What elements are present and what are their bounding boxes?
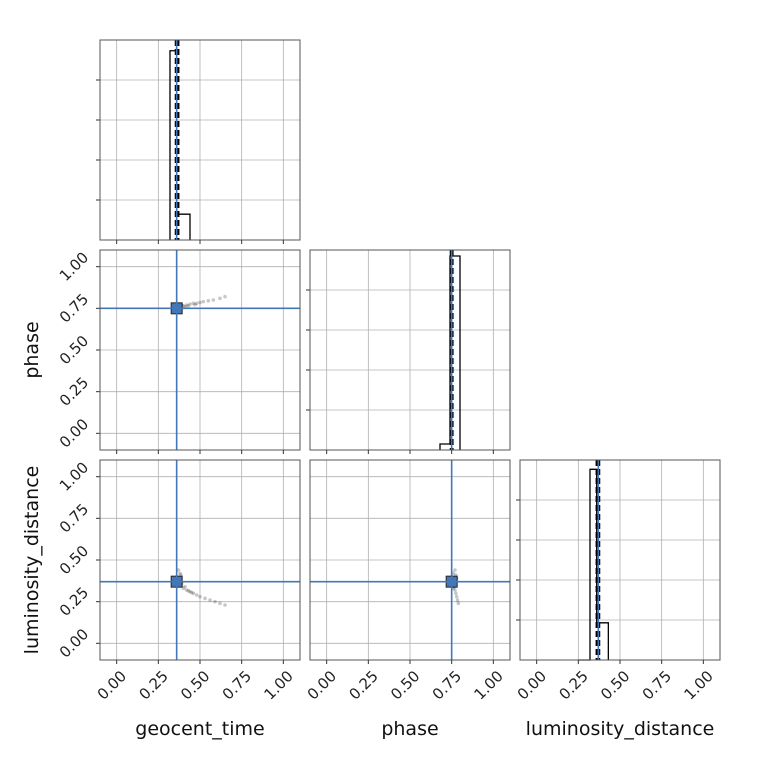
scatter-point: [456, 601, 461, 606]
scatter-point: [213, 599, 217, 604]
scatter-point: [201, 299, 206, 304]
y-tick-label: 0.00: [56, 625, 92, 661]
scatter-point: [186, 304, 191, 308]
x-tick-label: 0.00: [94, 667, 130, 703]
scatter-point: [218, 296, 222, 301]
scatter-point: [454, 594, 459, 599]
y-tick-label: 1.00: [56, 248, 92, 284]
x-tick-label: 0.25: [555, 667, 591, 703]
scatter-point: [184, 588, 189, 592]
histogram-luminosity_distance: [578, 468, 609, 661]
y-axis-label: luminosity_distance: [21, 466, 43, 655]
scatter-point: [208, 598, 212, 602]
scatter-point: [454, 591, 458, 596]
y-tick-label: 0.50: [56, 332, 92, 368]
scatter-point: [223, 603, 227, 607]
truth-marker: [171, 303, 182, 314]
scatter-point: [211, 298, 216, 302]
scatter-point: [189, 590, 194, 595]
x-tick-label: 0.75: [219, 667, 255, 703]
x-tick-label: 1.00: [680, 667, 716, 703]
x-tick-label: 0.75: [639, 667, 675, 703]
y-tick-label: 0.25: [56, 373, 92, 409]
scatter-point: [191, 591, 196, 596]
scatter-point: [194, 593, 199, 597]
scatter-point: [191, 301, 196, 306]
x-axis-label: phase: [381, 718, 438, 740]
y-tick-label: 0.75: [56, 290, 92, 326]
scatter-point: [218, 601, 222, 606]
scatter-point: [198, 594, 202, 599]
x-tick-label: 1.00: [260, 667, 296, 703]
scatter-point: [188, 589, 192, 594]
x-tick-label: 0.50: [177, 667, 213, 703]
scatter-point: [186, 589, 191, 593]
scatter-point: [203, 596, 207, 601]
y-tick-label: 0.75: [56, 500, 92, 536]
y-tick-label: 1.00: [56, 458, 92, 494]
x-tick-label: 0.00: [304, 667, 340, 703]
scatter-point: [455, 598, 460, 602]
scatter-point: [193, 302, 197, 307]
scatter-point: [198, 300, 202, 305]
x-tick-label: 0.00: [514, 667, 550, 703]
truth-marker: [446, 576, 457, 587]
x-axis-label: luminosity_distance: [526, 718, 715, 740]
scatter-point: [453, 568, 457, 572]
x-tick-label: 0.25: [345, 667, 381, 703]
scatter-point: [223, 294, 227, 299]
y-tick-label: 0.00: [56, 415, 92, 451]
x-tick-label: 0.50: [387, 667, 423, 703]
scatter-point: [188, 302, 192, 306]
x-axis-label: geocent_time: [135, 718, 264, 740]
scatter-point: [453, 588, 457, 592]
scatter-point: [183, 584, 187, 589]
scatter-point: [206, 299, 211, 303]
y-axis-label: phase: [21, 321, 43, 378]
x-tick-label: 0.75: [429, 667, 465, 703]
scatter-point: [194, 301, 199, 306]
scatter-point: [184, 303, 189, 307]
y-tick-label: 0.25: [56, 583, 92, 619]
y-tick-label: 0.50: [56, 542, 92, 578]
x-tick-label: 0.50: [597, 667, 633, 703]
x-tick-label: 0.25: [135, 667, 171, 703]
scatter-point: [178, 571, 182, 576]
truth-marker: [171, 576, 182, 587]
x-tick-label: 1.00: [470, 667, 506, 703]
histogram-geocent_time: [169, 50, 191, 240]
